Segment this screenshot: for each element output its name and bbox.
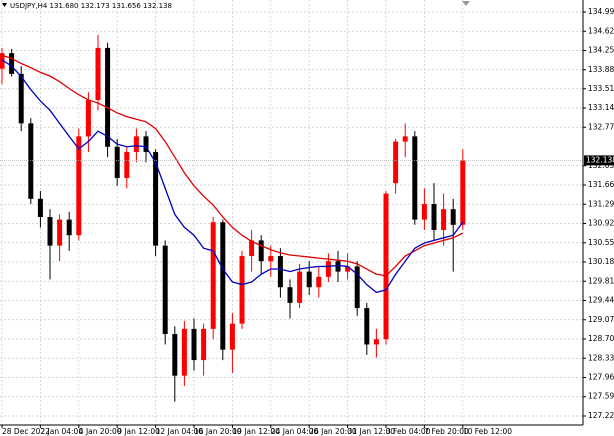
candle-body [306,271,312,288]
last-price-label: 132.138 [586,155,614,164]
candle-body [287,287,293,303]
candle-body [191,328,197,361]
candle-body [450,209,456,225]
marks [0,34,583,402]
plot-area [0,0,583,425]
candle-body [181,328,187,376]
candle-body [297,271,303,303]
candle-body [412,136,418,220]
candle-body [460,160,466,225]
y-tick-label: 133.515 [588,84,614,93]
candle-body [229,323,235,350]
y-tick-label: 128.335 [588,353,614,362]
y-tick-label: 132.775 [588,122,614,131]
candle-body [268,256,274,262]
shift-marker [462,1,470,6]
moving-average [1,59,464,294]
candle-body [201,328,207,361]
y-tick-label: 130.925 [588,219,614,228]
candle-body [153,151,159,246]
candle-body [220,222,226,350]
candle-body [402,136,408,142]
moving-average [1,54,464,277]
x-tick-label: 9 Jan 12:00 [117,427,160,436]
candle-body [143,136,149,152]
candle-body [249,240,255,257]
candle-body [37,198,43,218]
y-tick-label: 134.25 [588,46,614,55]
x-tick-label: 7 Feb 20:00 [424,427,469,436]
candle-body [66,219,72,236]
candle-body [335,261,341,272]
candle-body [421,203,427,220]
candle-body [325,261,331,277]
candle-body [76,136,82,236]
x-tick-label: 12 Jan 04:00 [156,427,204,436]
candle-body [105,47,111,147]
y-tick-label: 127.595 [588,392,614,401]
candle-body [258,240,264,262]
candle-body [277,256,283,288]
y-tick-label: 134.99 [588,7,614,16]
x-tick-label: 3 Feb 04:00 [386,427,431,436]
y-tick-label: 131.665 [588,180,614,189]
y-tick-label: 133.88 [588,65,614,74]
y-tick-label: 127.965 [588,373,614,382]
candle-body [9,53,15,74]
candle-body [124,151,130,178]
candle-body [373,339,379,345]
y-tick-label: 129.445 [588,296,614,305]
x-tick-label: 26 Jan 20:00 [309,427,357,436]
candle-body [172,334,178,376]
candle-body [210,222,216,329]
x-tick-label: 2 Jan 04:00 [40,427,83,436]
candle-body [95,47,101,100]
candle-body [47,217,53,246]
candle-body [133,136,139,152]
x-tick-label: 4 Jan 20:00 [79,427,122,436]
last-price-box [584,155,614,166]
candle-body [0,53,5,69]
candle-body [441,209,447,231]
candle-body [345,266,351,272]
candle-body [28,123,34,199]
candle-body [393,141,399,184]
candle-body [383,193,389,340]
y-tick-label: 128.705 [588,334,614,343]
x-tick-label: 10 Feb 12:00 [463,427,512,436]
menu-arrow [2,3,7,7]
candle-body [364,308,370,345]
candle-body [162,245,168,335]
candle-body [114,146,120,178]
candle-body [354,266,360,309]
y-tick-label: 134.62 [588,26,614,35]
x-tick-label: 19 Jan 12:00 [232,427,280,436]
candle-body [239,256,245,324]
y-tick-label: 133.145 [588,103,614,112]
candle-body [316,276,322,288]
y-tick-label: 131.295 [588,199,614,208]
y-tick-label: 129.075 [588,315,614,324]
x-tick-label: 31 Jan 12:00 [348,427,396,436]
y-tick-label: 130.555 [588,238,614,247]
y-tick-label: 127.225 [588,411,614,420]
y-tick-label: 130.185 [588,257,614,266]
candle-body [18,73,24,124]
chart-title: USDJPY,H4 131.680 132.173 131.656 132.13… [10,2,172,10]
x-tick-label: 16 Jan 20:00 [194,427,242,436]
x-tick-label: 24 Jan 04:00 [271,427,319,436]
y-tick-label: 129.815 [588,276,614,285]
x-tick-label: 28 Dec 2022 [2,427,50,436]
candle-body [85,99,91,137]
candle-body [431,203,437,231]
candle-body [57,219,63,246]
